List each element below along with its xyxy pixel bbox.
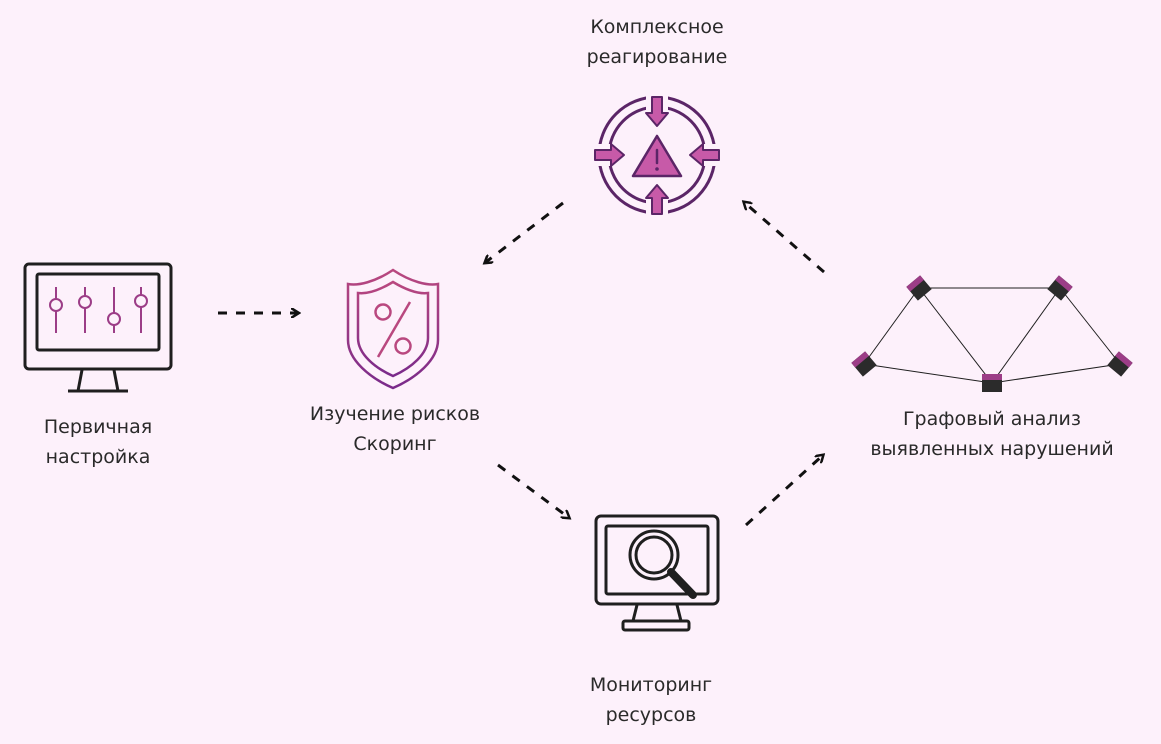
label-line: Изучение рисков (309, 403, 481, 425)
label-line: Первичная (43, 416, 153, 438)
label-line: Мониторинг (589, 674, 713, 696)
graph-node (982, 374, 1002, 392)
arrow-graph-to-response (745, 203, 825, 274)
arrow-monitoring-to-graph (744, 456, 822, 527)
node-label-risk: Изучение рисков Скоринг (310, 399, 480, 459)
monitor-search-icon (594, 514, 720, 632)
label-line: Графовый анализ (902, 408, 1082, 430)
label-line: Скоринг (353, 433, 437, 455)
label-line: выявленных нарушений (870, 438, 1114, 460)
target-alert-icon (594, 93, 720, 217)
graph-node (1107, 351, 1133, 377)
label-line: реагирование (586, 46, 728, 68)
graph-node (906, 275, 932, 301)
node-label-setup: Первичная настройка (44, 412, 152, 472)
monitor-sliders-icon (23, 262, 173, 393)
node-label-monitoring: Мониторинг ресурсов (590, 670, 712, 730)
label-line: Комплексное (590, 16, 724, 38)
shield-percent-icon (346, 268, 440, 390)
graph-network-icon (851, 275, 1133, 392)
connectors (218, 201, 825, 527)
node-label-response: Комплексное реагирование (587, 12, 728, 72)
node-label-graph: Графовый анализ выявленных нарушений (870, 404, 1113, 464)
arrow-response-to-risk (486, 201, 564, 262)
arrow-risk-to-monitoring (497, 463, 568, 517)
label-line: настройка (45, 446, 151, 468)
graph-node (851, 351, 877, 377)
label-line: ресурсов (605, 704, 697, 726)
graph-node (1047, 275, 1073, 301)
